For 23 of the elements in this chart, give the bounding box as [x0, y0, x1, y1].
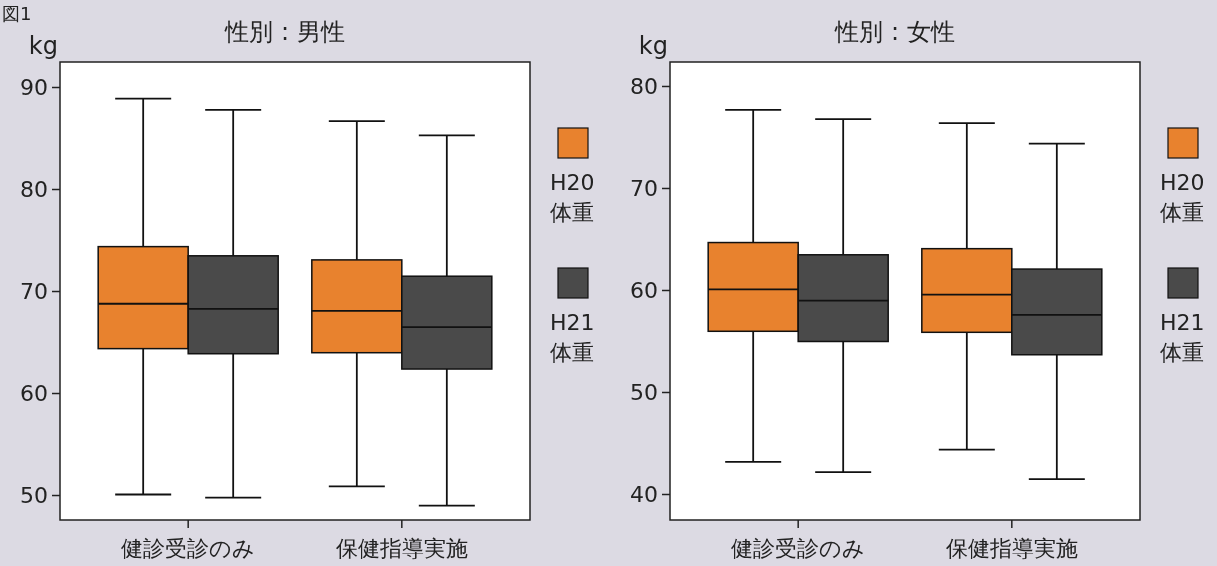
legend-label: H20 体重 [550, 170, 595, 225]
x-tick-label: 保健指導実施 [945, 536, 1078, 561]
chart-title: 性別 : 男性 [224, 18, 345, 46]
x-tick-label: 健診受診のみ [731, 536, 866, 561]
y-tick-label: 40 [630, 482, 658, 508]
y-tick-label: 80 [20, 177, 48, 203]
legend-label: H20 体重 [1160, 170, 1205, 225]
y-tick-label: 50 [20, 483, 48, 509]
y-tick-label: 60 [20, 381, 48, 407]
y-axis-title: kg [28, 32, 58, 60]
y-tick-label: 70 [20, 279, 48, 305]
y-tick-label: 80 [630, 74, 658, 100]
caption: 図1 [2, 3, 32, 24]
chart-title: 性別 : 女性 [834, 18, 955, 46]
y-tick-label: 50 [630, 380, 658, 406]
y-tick-label: 90 [20, 75, 48, 101]
y-axis-title: kg [638, 32, 668, 60]
x-tick-label: 健診受診のみ [121, 536, 256, 561]
y-tick-label: 60 [630, 278, 658, 304]
legend-label: H21 体重 [550, 310, 595, 365]
y-tick-label: 70 [630, 176, 658, 202]
legend-label: H21 体重 [1160, 310, 1205, 365]
x-tick-label: 保健指導実施 [335, 536, 468, 561]
